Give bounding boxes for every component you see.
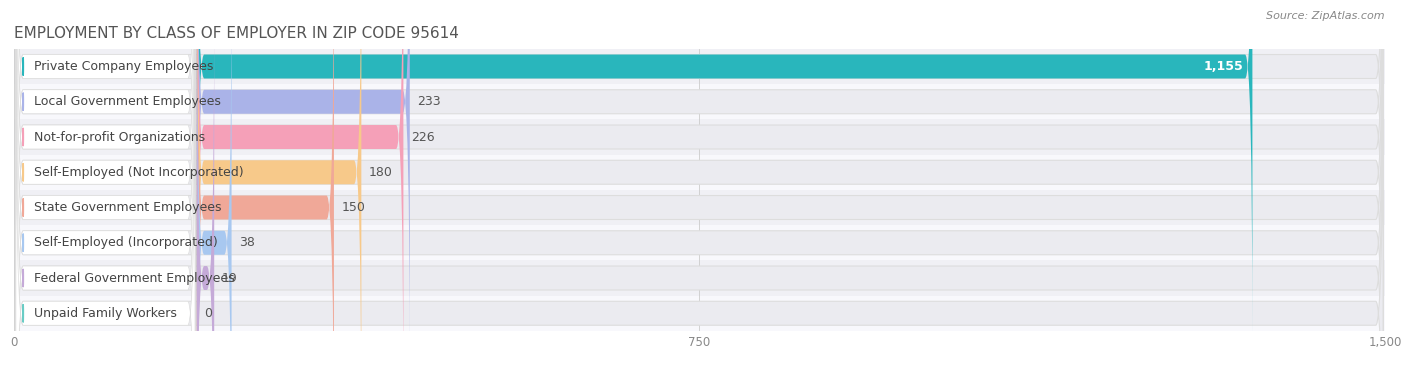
Text: Local Government Employees: Local Government Employees <box>34 95 221 108</box>
Text: 180: 180 <box>368 166 392 179</box>
Text: 233: 233 <box>418 95 440 108</box>
FancyBboxPatch shape <box>15 8 1384 376</box>
FancyBboxPatch shape <box>15 0 1384 337</box>
Text: 0: 0 <box>204 307 212 320</box>
Text: 19: 19 <box>222 271 238 285</box>
FancyBboxPatch shape <box>14 260 1385 296</box>
Text: Unpaid Family Workers: Unpaid Family Workers <box>34 307 177 320</box>
FancyBboxPatch shape <box>15 0 195 376</box>
Text: Federal Government Employees: Federal Government Employees <box>34 271 235 285</box>
Text: Self-Employed (Incorporated): Self-Employed (Incorporated) <box>34 236 218 249</box>
FancyBboxPatch shape <box>197 0 1253 337</box>
Text: 150: 150 <box>342 201 366 214</box>
FancyBboxPatch shape <box>14 155 1385 190</box>
FancyBboxPatch shape <box>14 190 1385 225</box>
FancyBboxPatch shape <box>197 8 214 376</box>
Text: Not-for-profit Organizations: Not-for-profit Organizations <box>34 130 205 144</box>
Text: 1,155: 1,155 <box>1204 60 1243 73</box>
Text: State Government Employees: State Government Employees <box>34 201 222 214</box>
FancyBboxPatch shape <box>14 225 1385 260</box>
Text: Source: ZipAtlas.com: Source: ZipAtlas.com <box>1267 11 1385 21</box>
FancyBboxPatch shape <box>197 0 409 372</box>
FancyBboxPatch shape <box>15 0 1384 372</box>
Text: EMPLOYMENT BY CLASS OF EMPLOYER IN ZIP CODE 95614: EMPLOYMENT BY CLASS OF EMPLOYER IN ZIP C… <box>14 26 458 41</box>
FancyBboxPatch shape <box>14 49 1385 84</box>
FancyBboxPatch shape <box>15 0 195 376</box>
FancyBboxPatch shape <box>15 0 1384 376</box>
Text: Private Company Employees: Private Company Employees <box>34 60 214 73</box>
Text: Self-Employed (Not Incorporated): Self-Employed (Not Incorporated) <box>34 166 243 179</box>
FancyBboxPatch shape <box>15 0 1384 376</box>
FancyBboxPatch shape <box>15 0 195 376</box>
FancyBboxPatch shape <box>14 84 1385 120</box>
FancyBboxPatch shape <box>15 0 195 337</box>
Text: 38: 38 <box>239 236 254 249</box>
FancyBboxPatch shape <box>15 43 195 376</box>
Text: 226: 226 <box>411 130 434 144</box>
FancyBboxPatch shape <box>197 0 335 376</box>
FancyBboxPatch shape <box>15 0 195 376</box>
FancyBboxPatch shape <box>15 0 195 372</box>
FancyBboxPatch shape <box>15 8 195 376</box>
FancyBboxPatch shape <box>197 0 361 376</box>
FancyBboxPatch shape <box>15 0 1384 376</box>
FancyBboxPatch shape <box>197 0 232 376</box>
FancyBboxPatch shape <box>15 43 1384 376</box>
FancyBboxPatch shape <box>14 120 1385 155</box>
FancyBboxPatch shape <box>197 0 404 376</box>
FancyBboxPatch shape <box>15 0 1384 376</box>
FancyBboxPatch shape <box>14 296 1385 331</box>
